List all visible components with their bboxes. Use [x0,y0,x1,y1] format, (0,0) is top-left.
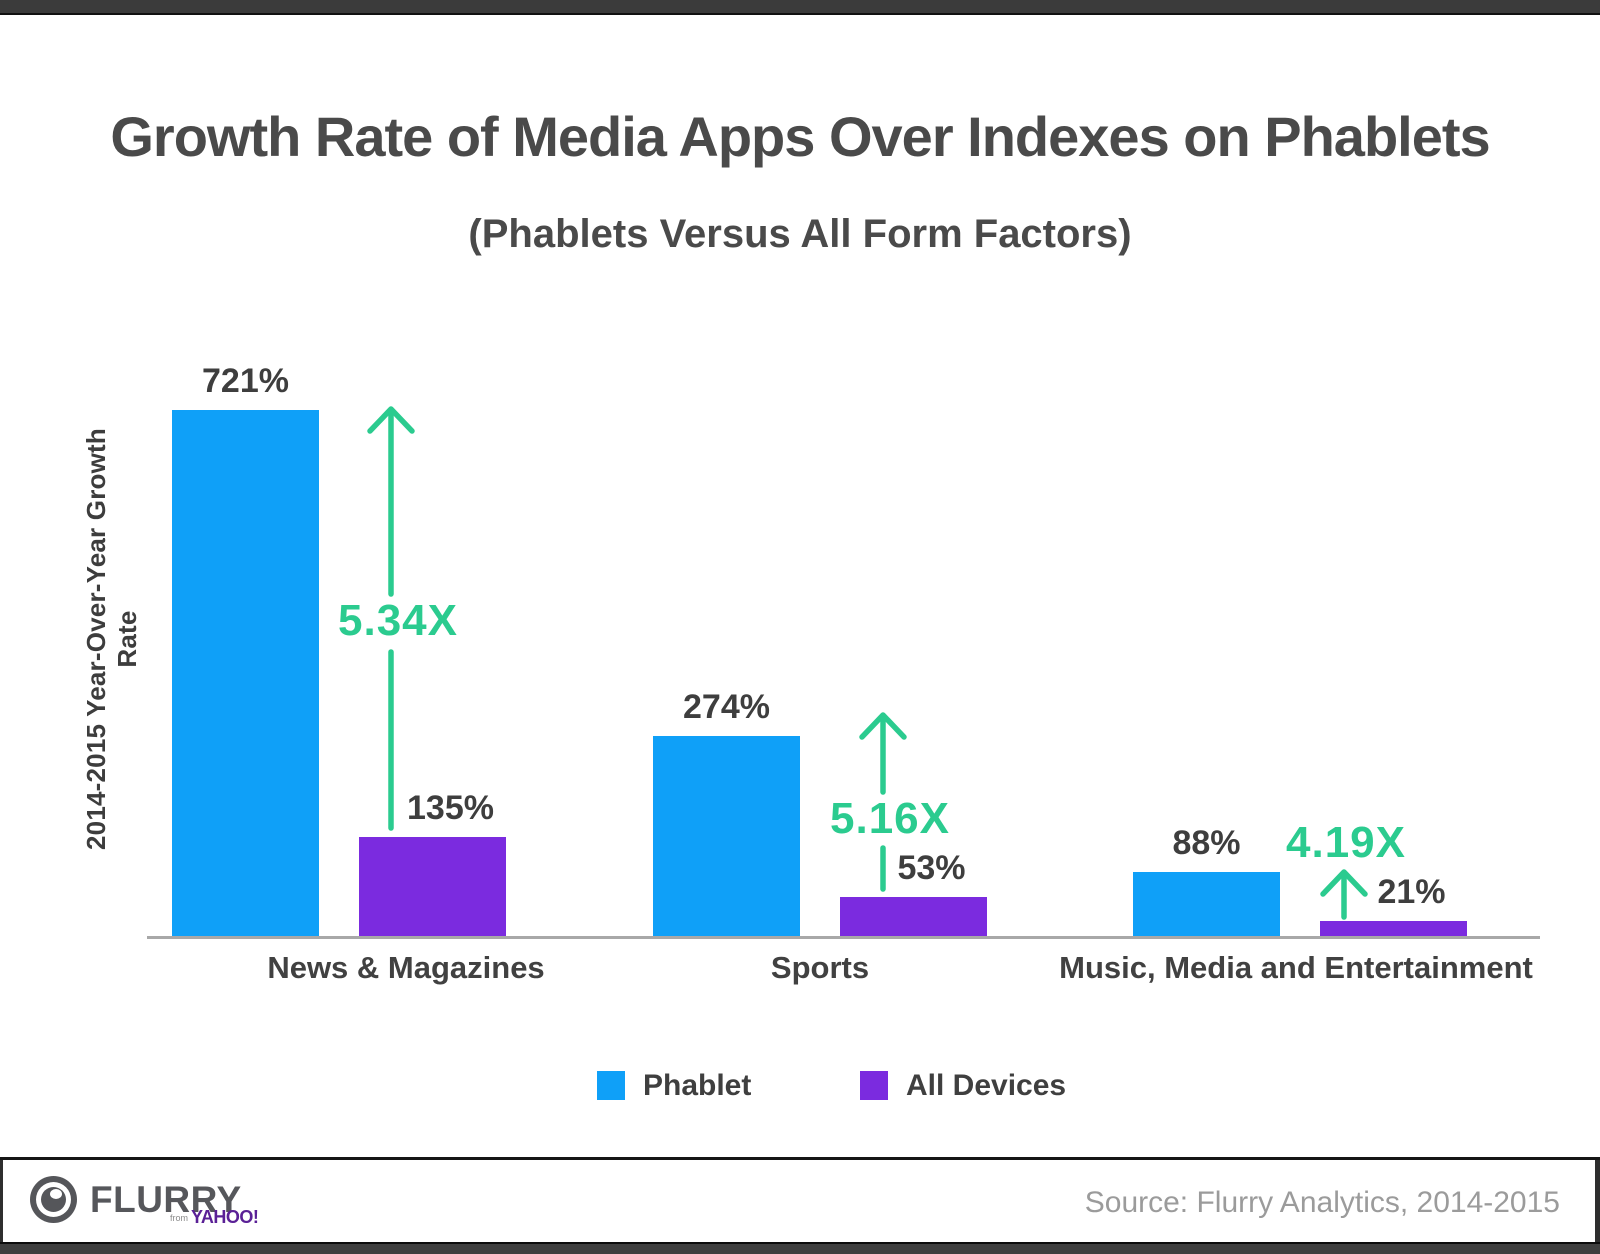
growth-arrow-news-magazines [367,406,415,434]
bar-all-devices-music-media-and-entertainment [1320,921,1467,936]
legend-label-phablet: Phablet [643,1069,752,1102]
flurry-from-label: from [170,1213,188,1223]
value-label-phablet-music-media-and-entertainment: 88% [1172,824,1241,862]
bar-phablet-music-media-and-entertainment [1133,872,1280,936]
value-label-all-devices-news-magazines: 135% [407,789,494,827]
bottom-chrome-bar [0,1242,1600,1254]
value-label-all-devices-sports: 53% [897,849,966,887]
footer: FLURRY from YAHOO! Source: Flurry Analyt… [0,1160,1600,1242]
value-label-phablet-news-magazines: 721% [202,362,289,400]
top-chrome-bar [0,0,1600,15]
flurry-logo-swoosh [50,1189,62,1199]
value-label-phablet-sports: 274% [683,688,770,726]
growth-arrow-sports [859,712,907,740]
category-label-news-magazines: News & Magazines [267,950,545,985]
bar-phablet-sports [653,736,800,936]
legend-swatch-phablet [597,1071,625,1100]
bar-phablet-news-magazines [172,410,319,936]
chart-title: Growth Rate of Media Apps Over Indexes o… [110,105,1490,168]
flurry-logo-text: FLURRY [90,1179,242,1220]
x-axis-line [147,936,1540,939]
y-axis-label: 2014-2015 Year-Over-Year Growth Rate [81,428,142,850]
source-attribution: Source: Flurry Analytics, 2014-2015 [1084,1186,1560,1219]
multiplier-label-news-magazines: 5.34X [338,596,458,645]
yahoo-logo-text: YAHOO! [191,1207,259,1227]
legend-swatch-all-devices [860,1071,888,1100]
bar-all-devices-sports [840,897,987,936]
category-label-music-media-and-entertainment: Music, Media and Entertainment [1059,950,1533,985]
chart-subtitle: (Phablets Versus All Form Factors) [468,212,1132,256]
legend-label-all-devices: All Devices [906,1069,1067,1102]
multiplier-label-music-media-and-entertainment: 4.19X [1286,818,1406,867]
multiplier-label-sports: 5.16X [830,794,950,843]
bar-all-devices-news-magazines [359,837,506,936]
value-label-all-devices-music-media-and-entertainment: 21% [1377,873,1446,911]
category-label-sports: Sports [770,950,870,985]
flurry-logo-icon [30,1176,77,1223]
footer-separator-line [0,1157,1600,1160]
